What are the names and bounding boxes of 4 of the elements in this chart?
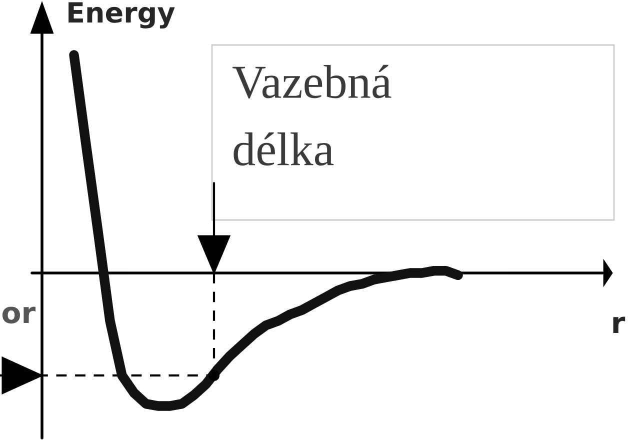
text: r: [613, 316, 626, 334]
y-axis-title: Energy: [68, 2, 175, 28]
text: or: [2, 306, 36, 324]
annotation: Vazebná délka: [232, 64, 392, 166]
